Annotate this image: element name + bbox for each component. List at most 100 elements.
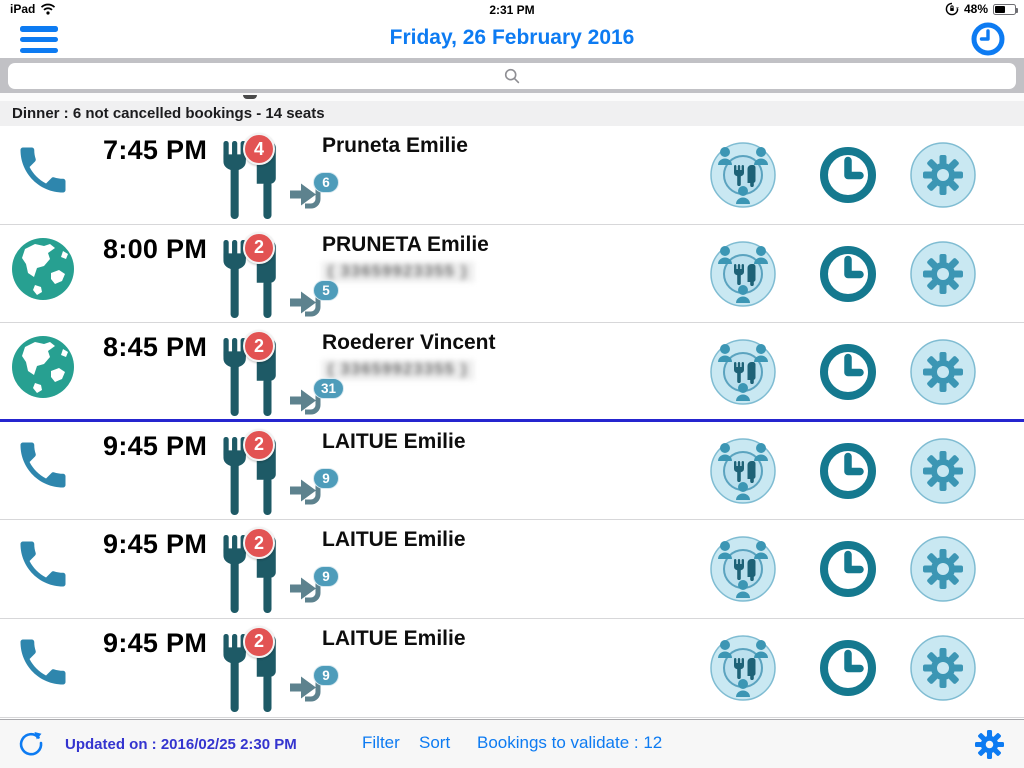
channel-button[interactable] [10, 335, 76, 401]
booking-time: 8:00 PM [103, 233, 208, 264]
time-button[interactable] [820, 639, 876, 696]
channel-button[interactable] [10, 631, 76, 697]
previous-section-sliver [0, 93, 1024, 101]
status-bar: iPad 2:31 PM 48% [0, 0, 1024, 20]
covers-count-badge: 4 [243, 133, 275, 165]
settings-gear-icon [910, 438, 976, 504]
covers-block: 2 [215, 428, 293, 515]
table-seating-button[interactable] [710, 438, 776, 504]
covers-block: 2 [215, 231, 293, 318]
menu-button[interactable] [20, 26, 58, 53]
booking-row[interactable]: 9:45 PM 2 LAITUE Emilie [0, 421, 1024, 521]
arrow-count-badge: 5 [313, 279, 339, 301]
row-settings-button[interactable] [910, 536, 976, 603]
booking-time: 9:45 PM [103, 430, 208, 461]
table-seating-icon [710, 635, 776, 701]
updated-time: 2:30 PM [240, 736, 297, 753]
channel-button[interactable] [10, 434, 76, 500]
enter-arrow-icon: 31 [287, 378, 345, 418]
table-seating-icon [710, 142, 776, 208]
row-settings-button[interactable] [910, 438, 976, 504]
booking-time: 8:45 PM [103, 332, 208, 363]
channel-button[interactable] [10, 237, 76, 303]
guest-phone-blurred: ( 33659923355 ) [322, 261, 474, 282]
row-settings-button[interactable] [910, 142, 976, 208]
guest-name: LAITUE Emilie [322, 626, 466, 650]
search-icon [504, 68, 520, 84]
refresh-icon [19, 732, 43, 756]
sort-button[interactable]: Sort [419, 733, 451, 752]
guest-phone-blurred: ( 33659923355 ) [322, 360, 474, 381]
covers-count-badge: 2 [243, 231, 275, 264]
history-clock-button[interactable] [970, 21, 1006, 57]
table-seating-icon [710, 536, 776, 603]
booking-row[interactable]: 7:45 PM 4 Pruneta Emilie [0, 126, 1024, 225]
carrier-label: iPad [10, 2, 36, 16]
time-button[interactable] [820, 541, 876, 598]
table-seating-button[interactable] [710, 635, 776, 701]
filter-button[interactable]: Filter [362, 733, 400, 752]
time-button[interactable] [820, 147, 876, 203]
refresh-button[interactable] [16, 729, 46, 759]
status-time: 2:31 PM [489, 3, 535, 17]
arrow-count-badge: 9 [313, 664, 339, 686]
time-button[interactable] [820, 442, 876, 499]
settings-gear-icon [975, 730, 1004, 759]
arrow-count-badge: 9 [313, 467, 339, 489]
booking-row[interactable]: 8:00 PM 2 PRUNETA Emilie ( 33659923355 ) [0, 224, 1024, 324]
battery-icon [993, 3, 1018, 15]
table-seating-icon [710, 438, 776, 504]
search-input[interactable] [8, 63, 1016, 89]
booking-row[interactable]: 9:45 PM 2 LAITUE Emilie [0, 520, 1024, 619]
covers-block: 2 [215, 330, 293, 417]
row-settings-button[interactable] [910, 240, 976, 307]
booking-row[interactable]: 9:45 PM 2 LAITUE Emilie [0, 618, 1024, 718]
covers-block: 2 [215, 625, 293, 712]
time-button[interactable] [820, 245, 876, 302]
phone-icon [20, 541, 66, 587]
booking-time: 7:45 PM [103, 135, 208, 165]
arrow-count-badge: 6 [313, 172, 339, 193]
time-button[interactable] [820, 344, 876, 401]
settings-gear-icon [910, 635, 976, 701]
bookings-to-validate-button[interactable]: Bookings to validate : 12 [477, 733, 663, 752]
table-seating-button[interactable] [710, 536, 776, 603]
guest-name: PRUNETA Emilie [322, 232, 489, 256]
updated-timestamp: Updated on : 2016/02/25 2:30 PM [65, 736, 297, 753]
footer-settings-button[interactable] [975, 730, 1004, 759]
time-icon [820, 147, 876, 203]
time-icon [820, 639, 876, 696]
phone-icon [20, 639, 66, 685]
globe-icon [12, 237, 74, 300]
booking-time: 9:45 PM [103, 529, 208, 560]
nav-header: Friday, 26 February 2016 [0, 20, 1024, 58]
time-icon [820, 344, 876, 401]
table-seating-button[interactable] [710, 240, 776, 307]
enter-arrow-icon: 6 [287, 172, 345, 212]
covers-block: 4 [215, 133, 293, 219]
phone-icon [20, 442, 66, 488]
table-seating-icon [710, 240, 776, 307]
covers-block: 2 [215, 527, 293, 614]
search-band [0, 58, 1024, 93]
covers-count-badge: 2 [243, 330, 275, 363]
enter-arrow-icon: 5 [287, 279, 345, 320]
enter-arrow-icon: 9 [287, 566, 345, 606]
guest-name: LAITUE Emilie [322, 528, 466, 552]
covers-count-badge: 2 [243, 428, 275, 461]
row-settings-button[interactable] [910, 339, 976, 405]
booking-row[interactable]: 8:45 PM 2 Roederer Vincent ( 33659923355… [0, 323, 1024, 422]
time-icon [820, 541, 876, 598]
table-seating-button[interactable] [710, 339, 776, 405]
row-settings-button[interactable] [910, 635, 976, 701]
updated-label: Updated on : 2016/02/25 [65, 736, 236, 753]
settings-gear-icon [910, 142, 976, 208]
settings-gear-icon [910, 240, 976, 307]
channel-button[interactable] [10, 532, 76, 598]
arrow-count-badge: 9 [313, 566, 339, 588]
table-seating-button[interactable] [710, 142, 776, 208]
guest-name: Pruneta Emilie [322, 134, 468, 157]
covers-count-badge: 2 [243, 625, 275, 658]
channel-button[interactable] [10, 138, 76, 204]
